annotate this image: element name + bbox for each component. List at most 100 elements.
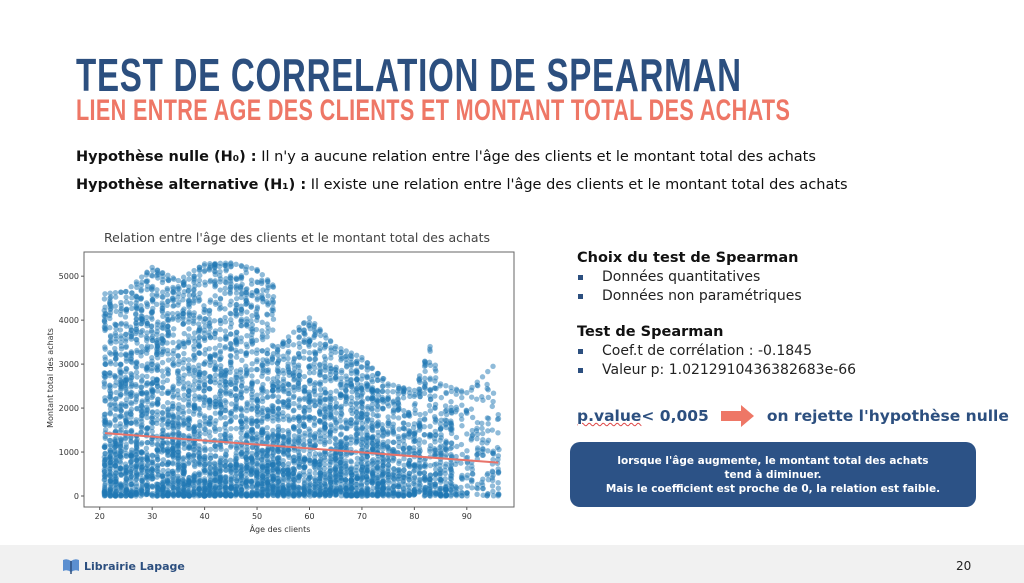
data-point	[128, 401, 135, 407]
data-point	[375, 377, 381, 383]
data-point	[401, 455, 407, 462]
data-point	[217, 348, 224, 354]
data-point	[270, 316, 277, 322]
data-point	[249, 419, 255, 425]
data-point	[265, 492, 271, 498]
data-point	[148, 309, 155, 316]
data-point	[228, 474, 235, 480]
data-point	[134, 446, 140, 452]
data-point	[275, 343, 281, 350]
data-point	[144, 482, 150, 489]
data-point	[254, 448, 260, 454]
data-point	[144, 457, 151, 464]
data-point	[112, 373, 118, 380]
data-point	[123, 403, 129, 410]
data-point	[139, 440, 145, 446]
data-point	[322, 396, 328, 402]
data-point	[107, 406, 114, 412]
data-point	[253, 326, 260, 333]
data-point	[380, 375, 386, 382]
data-point	[176, 290, 182, 297]
data-point	[196, 264, 203, 270]
data-point	[353, 359, 360, 365]
data-point	[139, 389, 145, 396]
data-point	[165, 371, 171, 377]
data-point	[134, 347, 140, 354]
data-point	[207, 353, 213, 359]
data-point	[243, 286, 249, 293]
data-point	[233, 372, 240, 378]
data-point	[222, 319, 229, 325]
data-point	[410, 424, 417, 431]
data-point	[374, 493, 380, 499]
data-point	[101, 296, 108, 302]
data-point	[227, 346, 233, 352]
data-point	[139, 456, 146, 463]
data-point	[139, 476, 145, 482]
data-point	[385, 414, 391, 420]
data-point	[421, 432, 428, 438]
data-point	[269, 393, 276, 400]
data-point	[149, 329, 155, 335]
data-point	[343, 388, 349, 394]
data-point	[160, 467, 166, 474]
data-point	[164, 340, 170, 346]
data-point	[227, 433, 234, 439]
data-point	[202, 323, 208, 329]
data-point	[181, 445, 188, 451]
data-point	[170, 470, 176, 476]
data-point	[343, 383, 350, 389]
data-point	[390, 399, 396, 405]
data-point	[291, 458, 297, 464]
data-point	[164, 479, 171, 485]
data-point	[286, 396, 292, 403]
data-point	[217, 326, 223, 333]
data-point	[374, 407, 381, 413]
data-point	[239, 357, 245, 363]
data-point	[228, 418, 234, 424]
data-point	[112, 289, 119, 296]
data-point	[243, 454, 249, 460]
data-point	[259, 328, 265, 334]
data-point	[301, 320, 307, 326]
data-point	[296, 397, 303, 404]
data-point	[128, 375, 134, 382]
data-point	[301, 373, 308, 380]
data-point	[322, 425, 328, 431]
data-point	[180, 477, 186, 483]
data-point	[122, 446, 128, 452]
data-point	[321, 454, 328, 461]
data-point	[175, 391, 181, 398]
data-point	[380, 426, 386, 433]
data-point	[264, 312, 270, 318]
data-point	[427, 408, 434, 414]
data-point	[191, 286, 197, 293]
data-point	[322, 343, 329, 350]
data-point	[134, 405, 140, 412]
data-point	[244, 492, 250, 499]
data-point	[174, 368, 181, 374]
data-point	[211, 474, 218, 481]
data-point	[154, 362, 161, 368]
data-point	[259, 409, 265, 416]
data-point	[384, 443, 391, 450]
data-point	[238, 366, 244, 373]
data-point	[144, 347, 151, 353]
data-point	[133, 465, 139, 471]
data-point	[213, 465, 219, 472]
data-point	[160, 373, 166, 379]
data-point	[253, 469, 260, 475]
data-point	[191, 330, 198, 336]
data-point	[207, 278, 213, 285]
data-point	[213, 453, 219, 459]
data-point	[249, 312, 255, 319]
data-point	[213, 418, 219, 424]
data-point	[291, 356, 297, 362]
data-point	[101, 468, 108, 475]
data-point	[144, 361, 151, 367]
data-point	[175, 302, 181, 308]
data-point	[101, 444, 107, 450]
data-point	[274, 374, 281, 380]
data-point	[301, 327, 307, 334]
data-point	[144, 475, 150, 481]
